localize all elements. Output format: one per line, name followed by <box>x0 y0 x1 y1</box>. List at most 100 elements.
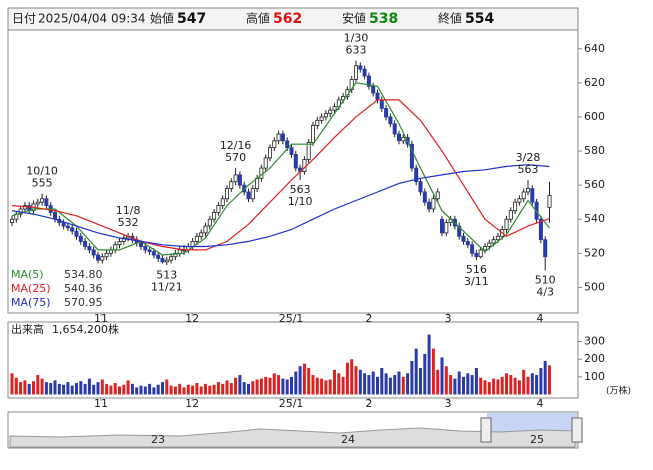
candle-body <box>207 218 212 227</box>
volume-bar <box>453 378 457 395</box>
legend-value: 540.36 <box>64 282 103 295</box>
x-tick-label: 3 <box>445 312 452 325</box>
volume-bar <box>388 377 392 395</box>
volume-bar <box>311 375 315 395</box>
annotation-price: 510 <box>535 273 556 286</box>
candle-body <box>199 232 204 237</box>
candle-body <box>74 230 79 237</box>
candle-body <box>9 218 14 224</box>
volume-bar <box>294 371 298 395</box>
candle-body <box>315 119 320 126</box>
volume-bar <box>247 383 250 395</box>
volume-bar <box>191 385 195 395</box>
volume-y-tick-label: 200 <box>584 352 605 365</box>
volume-bar <box>234 377 238 395</box>
legend-value: 534.80 <box>64 268 103 281</box>
navigator-handle[interactable] <box>480 417 492 443</box>
volume-bar <box>44 382 48 395</box>
candle-body <box>61 222 66 227</box>
candle-body <box>267 147 272 159</box>
candle-body <box>173 252 178 258</box>
candle-body <box>358 65 363 70</box>
candle-body <box>65 225 70 229</box>
volume-bar <box>251 381 255 395</box>
volume-bar <box>341 376 345 395</box>
candle-body <box>229 181 234 189</box>
volume-bar <box>264 376 268 395</box>
legend-box <box>9 267 105 311</box>
x-tick-label: 2 <box>365 312 372 325</box>
annotation-price: 555 <box>32 177 53 190</box>
candle-body <box>263 157 268 169</box>
candle-body <box>375 92 380 101</box>
candle-body <box>289 147 294 155</box>
candle-body <box>388 116 393 125</box>
volume-bar <box>539 368 543 395</box>
header-value: 554 <box>465 11 494 27</box>
volume-bar <box>182 387 186 395</box>
candle-body <box>53 212 58 220</box>
volume-unit: (万株) <box>606 385 631 397</box>
volume-bar <box>14 377 18 395</box>
y-tick-label: 600 <box>584 110 605 123</box>
candle-body <box>379 99 384 109</box>
volume-bar <box>165 379 169 395</box>
annotation-price: 516 <box>466 263 487 276</box>
volume-bar <box>238 375 242 395</box>
candle-body <box>104 252 109 258</box>
volume-bar <box>363 373 367 395</box>
candle-body <box>332 106 337 111</box>
volume-bar <box>350 359 354 395</box>
candle-body <box>392 123 397 135</box>
volume-bar <box>457 371 461 395</box>
volume-bar <box>530 373 534 395</box>
volume-bar <box>302 363 306 395</box>
candle-body <box>517 198 522 203</box>
volume-bar <box>178 383 182 395</box>
volume-bar <box>307 368 311 395</box>
annotation-date: 1/30 <box>344 32 369 45</box>
candle-body <box>482 246 487 251</box>
candle-body <box>250 188 255 200</box>
volume-bar <box>229 383 233 395</box>
volume-bar <box>380 368 384 395</box>
navigator-handle[interactable] <box>571 417 583 443</box>
y-tick-label: 540 <box>584 212 605 225</box>
volume-bar <box>535 375 539 395</box>
candle-body <box>401 137 406 142</box>
candle-body <box>96 254 101 261</box>
price-frame <box>7 29 579 314</box>
volume-bar <box>57 383 61 395</box>
volume-bar <box>66 382 70 395</box>
annotation-price: 563 <box>290 183 311 196</box>
volume-bar <box>32 381 35 395</box>
annotation-date: 11/8 <box>116 204 141 217</box>
candle-body <box>530 188 535 203</box>
volume-bar <box>130 383 134 395</box>
volume-bar <box>118 386 121 395</box>
candle-body <box>83 240 88 247</box>
volume-bar <box>272 373 276 395</box>
volume-bar <box>255 379 259 395</box>
candle-body <box>362 68 367 77</box>
volume-bar <box>96 382 100 395</box>
volume-bar <box>487 382 491 395</box>
candle-body <box>461 235 466 242</box>
header-value: 562 <box>273 11 302 27</box>
annotation-price: 532 <box>118 216 139 229</box>
candle-body <box>422 191 427 203</box>
candle-body <box>366 75 371 87</box>
candle-body <box>259 167 264 179</box>
candle-body <box>521 191 526 200</box>
candle-body <box>439 218 444 234</box>
volume-bar <box>431 348 435 395</box>
candle-body <box>147 249 152 253</box>
legend-name: MA(5) <box>11 268 44 281</box>
volume-bar <box>195 383 199 395</box>
candle-body <box>547 194 552 208</box>
x-tick-label: 12 <box>185 397 199 410</box>
volume-bar <box>169 385 173 395</box>
volume-bar <box>298 366 302 395</box>
candle-body <box>78 235 83 242</box>
candle-body <box>169 256 174 261</box>
